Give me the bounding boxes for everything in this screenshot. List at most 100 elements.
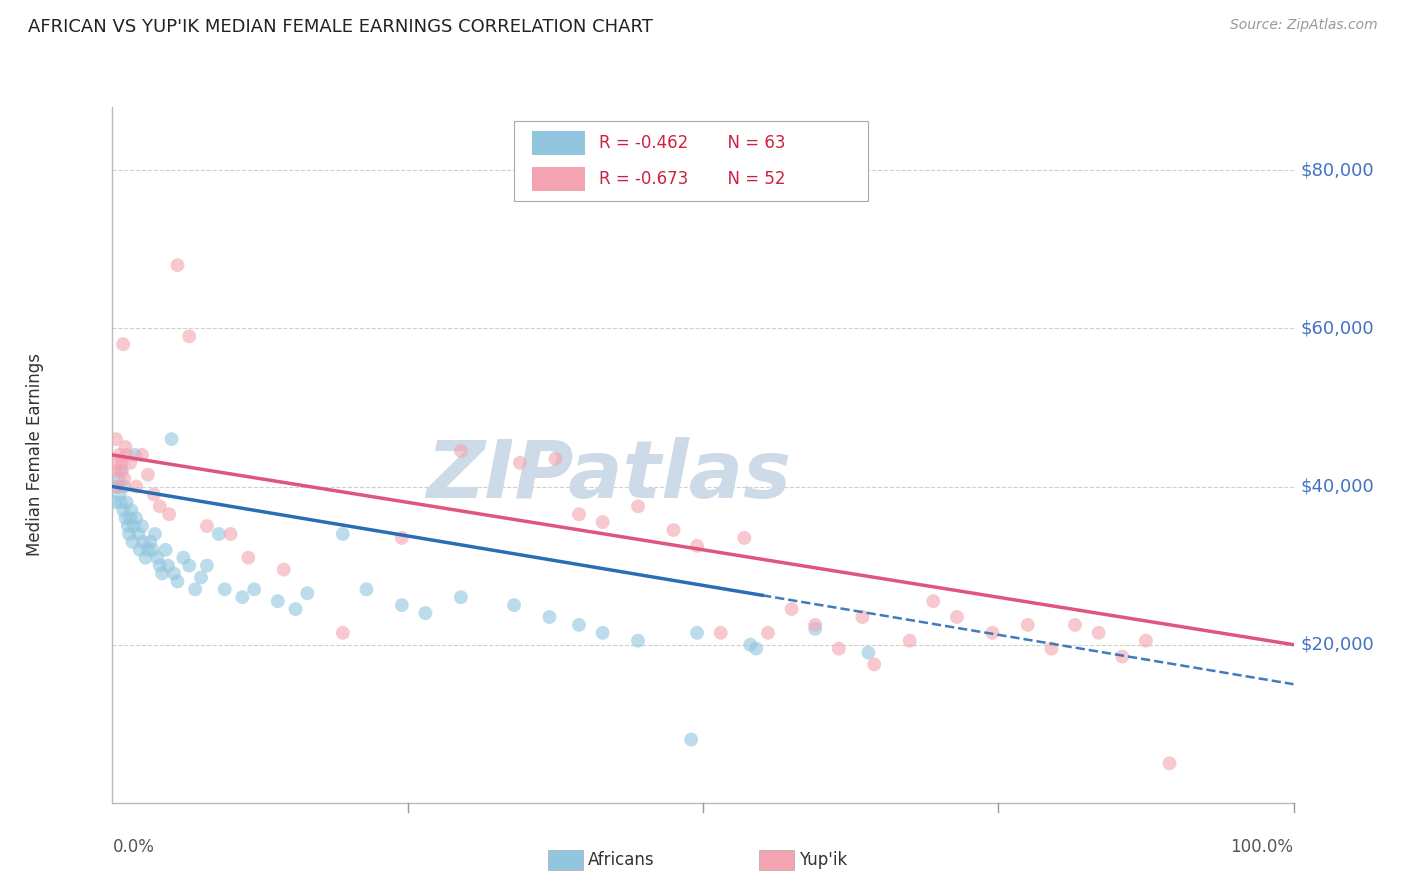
Point <box>115 495 138 509</box>
Text: $80,000: $80,000 <box>1301 161 1374 179</box>
Point <box>1017 618 1039 632</box>
Point <box>118 527 141 541</box>
Text: Yup'ik: Yup'ik <box>799 851 846 869</box>
Point <box>219 527 242 541</box>
Point <box>135 550 157 565</box>
Point <box>863 657 886 672</box>
Text: ZIPatlas: ZIPatlas <box>426 437 792 515</box>
Point <box>503 598 526 612</box>
Point <box>166 258 188 272</box>
Point <box>450 444 472 458</box>
Point <box>946 610 969 624</box>
Point <box>131 519 153 533</box>
Point <box>121 535 143 549</box>
Point <box>898 633 921 648</box>
Point <box>125 479 148 493</box>
Point <box>107 472 129 486</box>
Point <box>172 550 194 565</box>
Point <box>267 594 290 608</box>
Point <box>128 542 150 557</box>
Point <box>131 448 153 462</box>
Point <box>273 563 295 577</box>
Point <box>127 527 149 541</box>
Point <box>149 500 172 514</box>
Point <box>756 625 779 640</box>
Point <box>568 618 591 632</box>
Point <box>105 456 128 470</box>
Point <box>710 625 733 640</box>
Text: $40,000: $40,000 <box>1301 477 1374 496</box>
Point <box>391 531 413 545</box>
Text: Source: ZipAtlas.com: Source: ZipAtlas.com <box>1230 18 1378 32</box>
Point <box>107 479 129 493</box>
Point <box>231 591 253 605</box>
Point <box>120 511 142 525</box>
Point <box>297 586 319 600</box>
FancyBboxPatch shape <box>515 121 869 201</box>
Point <box>450 591 472 605</box>
Point <box>120 456 142 470</box>
Point <box>509 456 531 470</box>
Point <box>114 440 136 454</box>
Point <box>828 641 851 656</box>
Point <box>627 633 650 648</box>
Point <box>391 598 413 612</box>
Point <box>115 448 138 462</box>
Text: N = 52: N = 52 <box>717 169 786 187</box>
Point <box>110 464 132 478</box>
Point <box>356 582 378 597</box>
Point <box>332 527 354 541</box>
Point <box>155 542 177 557</box>
Point <box>1064 618 1087 632</box>
Point <box>740 638 762 652</box>
Point <box>139 535 162 549</box>
Point <box>1087 625 1109 640</box>
Point <box>184 582 207 597</box>
Point <box>284 602 307 616</box>
Text: 100.0%: 100.0% <box>1230 838 1294 856</box>
Point <box>104 464 127 478</box>
Text: Median Female Earnings: Median Female Earnings <box>27 353 44 557</box>
Text: 0.0%: 0.0% <box>112 838 155 856</box>
Point <box>179 558 201 573</box>
Text: R = -0.673: R = -0.673 <box>599 169 689 187</box>
Point <box>243 582 266 597</box>
Point <box>195 558 218 573</box>
Point <box>544 451 567 466</box>
Point <box>112 479 135 493</box>
Point <box>157 507 180 521</box>
Point <box>922 594 945 608</box>
Point <box>122 519 145 533</box>
Point <box>110 495 132 509</box>
Point <box>208 527 231 541</box>
Point <box>166 574 188 589</box>
Point <box>592 515 614 529</box>
Point <box>112 503 135 517</box>
Point <box>851 610 873 624</box>
Point <box>136 467 159 482</box>
Point <box>415 606 437 620</box>
Point <box>745 641 768 656</box>
Point <box>592 625 614 640</box>
Point <box>1111 649 1133 664</box>
Point <box>163 566 186 581</box>
Point <box>132 535 155 549</box>
Point <box>112 337 135 351</box>
Point <box>780 602 803 616</box>
Point <box>117 519 139 533</box>
Point <box>142 487 165 501</box>
Point <box>105 479 128 493</box>
Text: N = 63: N = 63 <box>717 135 786 153</box>
Point <box>1159 756 1181 771</box>
Point <box>195 519 218 533</box>
Point <box>190 570 212 584</box>
Point <box>108 487 131 501</box>
Point <box>120 503 142 517</box>
Bar <box>531 131 585 155</box>
Text: AFRICAN VS YUP'IK MEDIAN FEMALE EARNINGS CORRELATION CHART: AFRICAN VS YUP'IK MEDIAN FEMALE EARNINGS… <box>28 18 652 36</box>
Point <box>662 523 685 537</box>
Point <box>105 432 128 446</box>
Point <box>681 732 703 747</box>
Point <box>114 511 136 525</box>
Point <box>160 432 183 446</box>
